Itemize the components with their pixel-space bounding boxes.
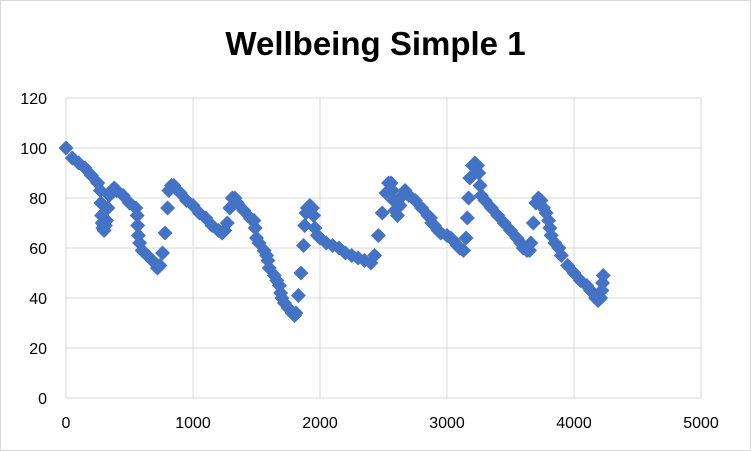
data-point [58, 140, 74, 156]
data-point [293, 265, 309, 281]
data-point [157, 225, 173, 241]
y-tick-label: 120 [20, 91, 47, 108]
data-point [472, 178, 488, 193]
data-point [367, 248, 383, 263]
data-point [247, 220, 263, 236]
data-point [219, 215, 235, 231]
y-tick-label: 100 [20, 141, 47, 158]
data-point [290, 288, 306, 303]
data-point [295, 238, 311, 253]
data-point [384, 183, 400, 198]
data-point [456, 243, 472, 258]
x-tick-label: 4000 [556, 415, 592, 432]
data-point [152, 258, 168, 273]
data-point [288, 305, 304, 321]
y-tick-label: 40 [29, 291, 47, 308]
chart-title: Wellbeing Simple 1 [225, 25, 526, 62]
x-tick-label: 3000 [429, 415, 465, 432]
x-tick-label: 5000 [683, 415, 719, 432]
data-point [525, 215, 541, 231]
y-tick-label: 20 [29, 341, 47, 358]
data-point [160, 200, 176, 216]
grid-layer [65, 97, 702, 399]
data-point [297, 218, 313, 233]
data-point [129, 208, 145, 223]
y-tick-label: 0 [38, 391, 47, 408]
data-point [374, 205, 390, 221]
data-point [130, 218, 146, 233]
y-tick-label: 60 [29, 241, 47, 258]
data-point [471, 165, 487, 181]
data-point [461, 190, 477, 206]
point-layer [58, 140, 611, 323]
data-point [459, 210, 475, 226]
data-point [595, 268, 611, 283]
x-tick-label: 2000 [302, 415, 338, 432]
data-point [458, 230, 474, 246]
x-tick-label: 0 [62, 415, 71, 432]
data-point [523, 235, 539, 251]
data-point [99, 213, 115, 228]
x-tick-label: 1000 [175, 415, 211, 432]
data-point [306, 208, 322, 223]
data-point [553, 248, 569, 263]
data-point [155, 245, 171, 261]
y-tick-label: 80 [29, 191, 47, 208]
data-point [370, 228, 386, 243]
data-point [100, 200, 116, 216]
tick-layer: 0 1000 2000 3000 4000 5000 0 20 40 60 80 100 120 [20, 91, 719, 432]
